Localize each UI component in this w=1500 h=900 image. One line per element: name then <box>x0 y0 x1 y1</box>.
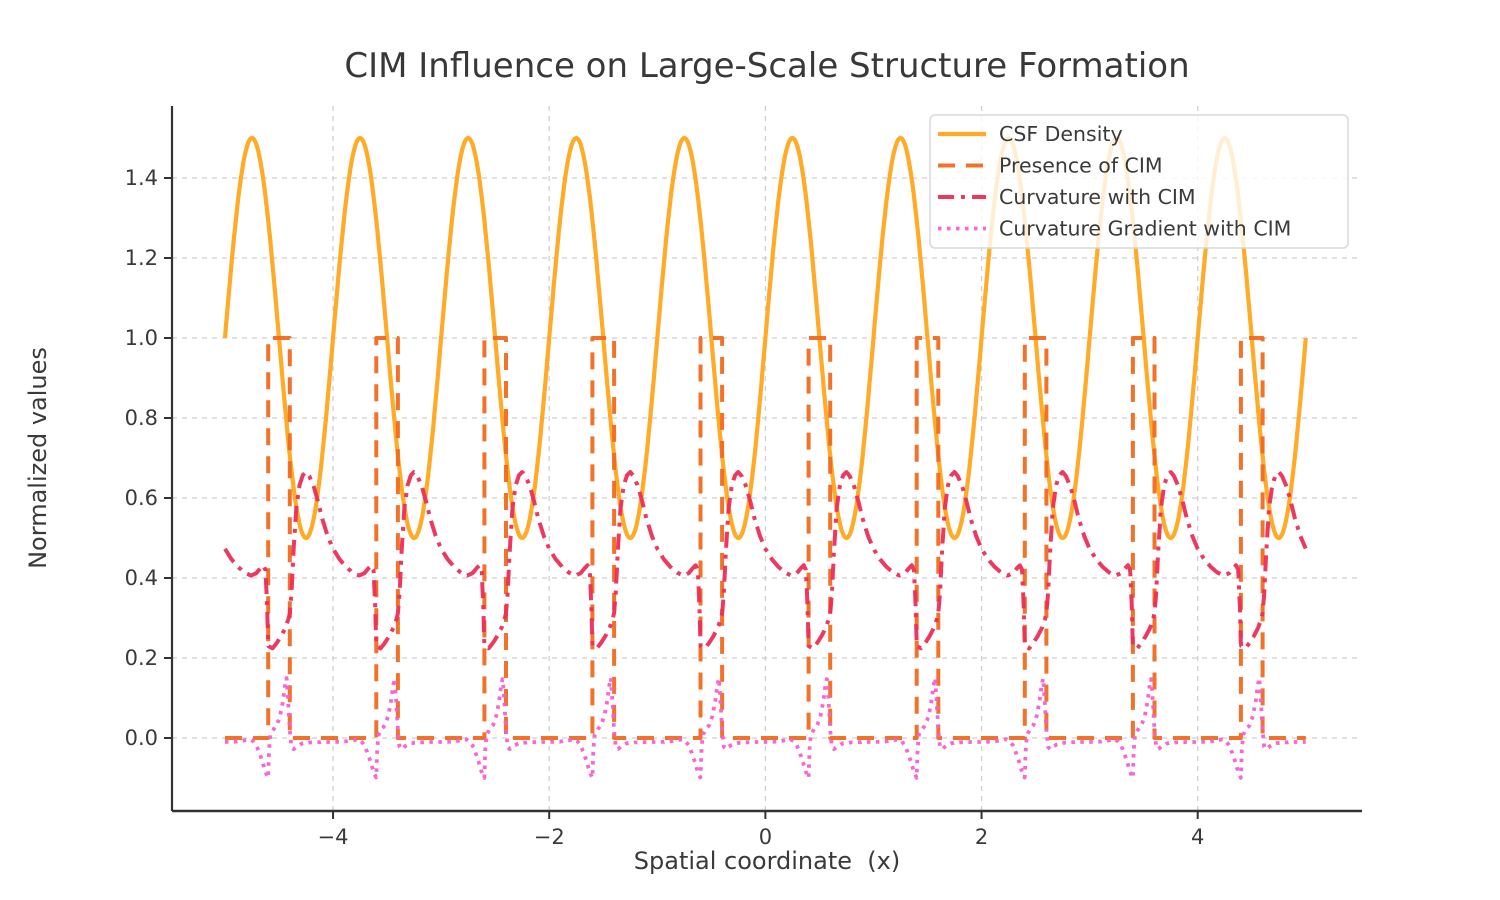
series-line-3 <box>223 470 1308 651</box>
axes <box>164 106 1362 819</box>
y-tick-label: 1.2 <box>125 246 158 270</box>
legend-label: Curvature Gradient with CIM <box>999 217 1291 241</box>
legend-label: Presence of CIM <box>999 154 1163 178</box>
y-tick-label: 0.2 <box>125 646 158 670</box>
x-tick-label: 4 <box>1191 825 1204 849</box>
y-tick-label: 0.8 <box>125 406 158 430</box>
legend-box <box>929 114 1349 249</box>
y-tick-label: 0.4 <box>125 566 158 590</box>
y-tick-label: 1.0 <box>125 326 158 350</box>
x-axis-label: Spatial coordinate (x) <box>634 847 900 875</box>
y-tick-label: 1.4 <box>125 166 158 190</box>
series-line-2 <box>225 336 1306 740</box>
tick-labels: −4 −2 0 2 4 0.0 0.2 0.4 0.6 0.8 1.0 1.2 1.4 <box>125 166 1205 849</box>
y-tick-label: 0.6 <box>125 486 158 510</box>
y-axis-label: Normalized values <box>24 347 52 569</box>
x-tick-label: 0 <box>759 825 772 849</box>
series-line-4 <box>223 676 1308 780</box>
x-tick-label: 2 <box>975 825 988 849</box>
legend-label: CSF Density <box>999 122 1123 146</box>
y-tick-label: 0.0 <box>125 726 158 750</box>
chart-title: CIM Influence on Large-Scale Structure F… <box>344 46 1189 86</box>
x-tick-label: −2 <box>534 825 565 849</box>
legend-label: Curvature with CIM <box>999 185 1196 209</box>
x-tick-label: −4 <box>318 825 349 849</box>
legend: CSF Density Presence of CIM Curvature with… <box>929 114 1349 249</box>
